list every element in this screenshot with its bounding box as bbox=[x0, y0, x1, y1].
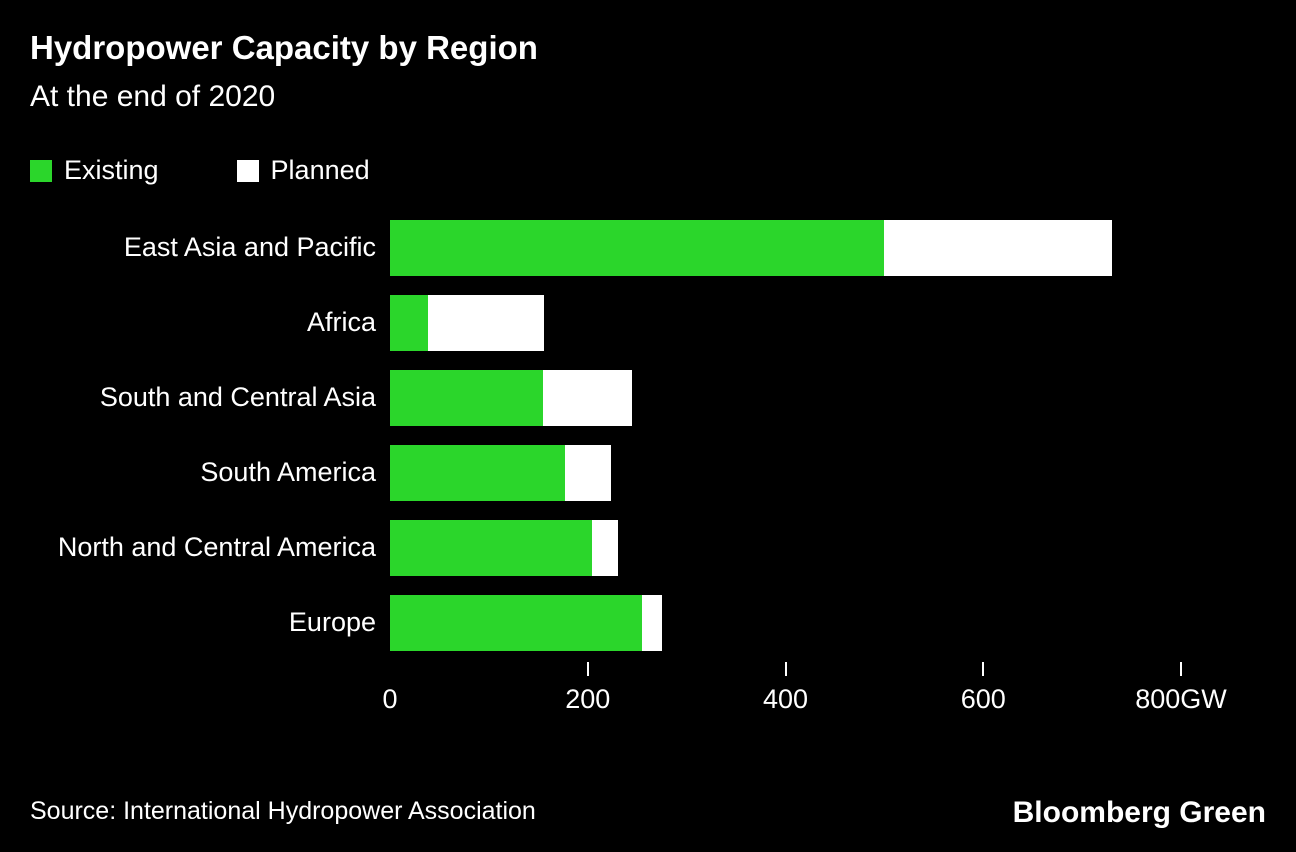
legend-item-existing: Existing bbox=[30, 155, 159, 186]
axis-tick-label: 800GW bbox=[1135, 684, 1227, 715]
chart-subtitle: At the end of 2020 bbox=[30, 80, 276, 114]
axis-tick bbox=[982, 662, 985, 677]
bar-row: Europe bbox=[0, 585, 1296, 660]
bar-segment-existing bbox=[390, 219, 885, 276]
category-label: East Asia and Pacific bbox=[123, 232, 376, 263]
axis-tick-label: 200 bbox=[565, 684, 611, 715]
bar-chart: East Asia and Pacific Africa South and Cen… bbox=[0, 210, 1296, 724]
category-label: North and Central America bbox=[57, 532, 376, 563]
bar-segment-existing bbox=[390, 519, 592, 576]
bar-segment-existing bbox=[390, 594, 643, 651]
source-text: Source: International Hydropower Associa… bbox=[30, 797, 536, 825]
legend-label-existing: Existing bbox=[64, 155, 159, 186]
category-label: Europe bbox=[288, 607, 376, 638]
bar-row: South America bbox=[0, 435, 1296, 510]
x-axis: 0 200 400 600 800GW bbox=[382, 660, 1296, 724]
bar-rows: East Asia and Pacific Africa South and Cen… bbox=[0, 210, 1296, 660]
bar-segment-planned bbox=[565, 444, 612, 501]
axis-tick bbox=[1180, 662, 1182, 677]
bar-row: South and Central Asia bbox=[0, 360, 1296, 435]
axis-tick-label: 0 bbox=[382, 684, 398, 715]
bar-track bbox=[390, 219, 1296, 276]
axis-tick-label: 600 bbox=[960, 684, 1006, 715]
bar-track bbox=[390, 444, 1296, 501]
bar-row: East Asia and Pacific bbox=[0, 210, 1296, 285]
axis-tick bbox=[586, 662, 589, 677]
bar-segment-planned bbox=[642, 594, 662, 651]
bar-track bbox=[390, 594, 1296, 651]
axis-tick-label: 400 bbox=[762, 684, 809, 715]
legend-swatch-planned-icon bbox=[236, 159, 259, 182]
bar-segment-existing bbox=[390, 369, 544, 426]
bar-track bbox=[390, 369, 1296, 426]
bar-segment-existing bbox=[390, 444, 565, 501]
brand-logo: Bloomberg Green bbox=[1012, 796, 1266, 829]
bar-segment-planned bbox=[591, 519, 619, 576]
legend: Existing Planned bbox=[30, 155, 1296, 186]
axis-tick bbox=[784, 662, 787, 677]
legend-label-planned: Planned bbox=[270, 155, 370, 186]
bar-row: North and Central America bbox=[0, 510, 1296, 585]
bar-row: Africa bbox=[0, 285, 1296, 360]
bar-segment-planned bbox=[884, 219, 1112, 276]
legend-item-planned: Planned bbox=[236, 155, 370, 186]
bar-segment-existing bbox=[390, 294, 428, 351]
chart-title: Hydropower Capacity by Region bbox=[30, 29, 538, 66]
category-label: Africa bbox=[306, 307, 376, 338]
bar-segment-planned bbox=[543, 369, 633, 426]
bar-track bbox=[390, 519, 1296, 576]
category-label: South and Central Asia bbox=[99, 382, 376, 413]
category-label: South America bbox=[200, 457, 376, 488]
bar-track bbox=[390, 294, 1296, 351]
legend-swatch-existing-icon bbox=[30, 159, 52, 182]
bar-segment-planned bbox=[427, 294, 545, 351]
